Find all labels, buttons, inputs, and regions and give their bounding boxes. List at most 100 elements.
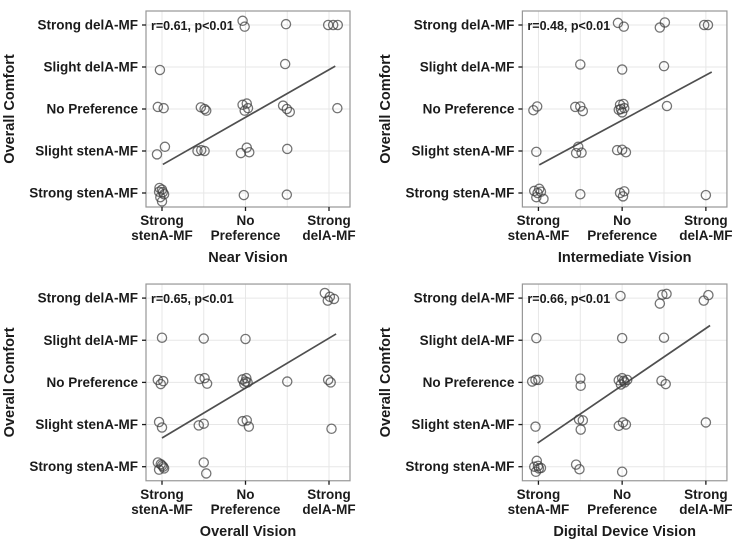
data-point	[198, 333, 209, 344]
y-tick-label: Strong delA-MF	[414, 291, 515, 306]
x-tick-label: stenA-MF	[131, 228, 193, 243]
trend-line	[538, 71, 713, 166]
x-tick-label: delA-MF	[302, 228, 355, 243]
data-point	[616, 107, 628, 118]
data-point	[281, 376, 293, 387]
scatter-plot-overall-vision: Strong delA-MF Slight delA-MF No Preferenc…	[0, 273, 376, 547]
data-point	[241, 98, 253, 109]
data-point	[154, 64, 166, 76]
data-point	[240, 333, 251, 345]
x-tick-label: Preference	[211, 502, 281, 517]
x-tick-label: Preference	[587, 502, 657, 517]
data-point	[618, 21, 630, 32]
data-point	[281, 189, 293, 200]
data-point	[277, 100, 289, 111]
x-tick-label: No	[237, 487, 255, 502]
y-tick-label: Strong stenA-MF	[405, 186, 514, 201]
y-tick-label: Strong stenA-MF	[29, 459, 138, 474]
data-point	[661, 100, 673, 112]
data-point	[201, 105, 212, 116]
data-point	[198, 418, 209, 429]
data-point	[237, 415, 248, 427]
scatter-plot-near-vision: Strong delA-MF Slight delA-MF No Preferenc…	[0, 0, 376, 273]
x-tick-label: Strong	[307, 213, 351, 228]
x-tick-label: Strong	[684, 487, 728, 502]
scatter-panel-digital-device-vision: Strong delA-MF Slight delA-MF No Preferenc…	[376, 273, 753, 547]
correlation-annotation: r=0.66, p<0.01	[527, 292, 610, 306]
panel-background	[0, 0, 376, 273]
y-tick-label: No Preference	[423, 375, 515, 390]
x-tick-label: delA-MF	[679, 228, 732, 243]
data-point	[698, 19, 710, 31]
x-tick-label: stenA-MF	[508, 502, 570, 517]
data-point	[199, 372, 210, 384]
x-tick-label: No	[613, 487, 631, 502]
x-tick-label: delA-MF	[302, 502, 355, 517]
scatter-plot-digital-device-vision: Strong delA-MF Slight delA-MF No Preferenc…	[376, 273, 753, 547]
data-point	[658, 332, 670, 343]
x-tick-label: Strong	[140, 213, 184, 228]
plot-border	[521, 283, 728, 482]
data-point	[572, 141, 584, 153]
data-point	[570, 147, 582, 159]
data-point	[332, 19, 344, 31]
data-point	[659, 17, 671, 28]
data-point	[328, 293, 340, 305]
y-tick-label: Slight delA-MF	[44, 333, 138, 348]
x-tick-label: stenA-MF	[508, 228, 570, 243]
data-point	[154, 182, 165, 194]
data-point	[702, 19, 714, 31]
data-point	[151, 149, 163, 160]
data-point	[534, 183, 545, 195]
x-tick-label: delA-MF	[679, 502, 732, 517]
data-point	[531, 146, 542, 158]
data-point	[575, 373, 586, 384]
data-point	[153, 186, 165, 197]
data-point	[199, 103, 210, 115]
y-tick-label: Slight delA-MF	[44, 60, 139, 75]
data-point	[528, 461, 540, 472]
y-tick-label: Strong delA-MF	[38, 18, 139, 33]
data-point	[620, 419, 632, 430]
data-point	[158, 102, 169, 114]
trend-line	[161, 333, 337, 439]
data-point	[576, 147, 587, 158]
data-point	[617, 191, 629, 202]
plot-border	[521, 10, 728, 208]
y-tick-label: Slight delA-MF	[420, 333, 515, 348]
x-tick-label: Strong	[307, 487, 350, 502]
data-point	[621, 374, 633, 386]
x-axis-title: Intermediate Vision	[558, 250, 692, 266]
x-axis-title: Overall Vision	[200, 524, 296, 540]
data-point	[158, 463, 170, 474]
panel-background	[376, 0, 753, 273]
data-point	[575, 380, 586, 392]
data-point	[237, 15, 248, 27]
y-tick-label: Slight stenA-MF	[411, 144, 514, 159]
data-point	[198, 457, 209, 468]
data-point	[533, 463, 545, 474]
y-tick-label: Strong delA-MF	[414, 18, 515, 33]
data-point	[159, 141, 171, 153]
x-tick-label: Preference	[211, 228, 281, 243]
x-axis-title: Digital Device Vision	[553, 524, 696, 540]
x-axis-title: Near Vision	[208, 250, 288, 266]
data-point	[156, 332, 168, 343]
data-point	[660, 378, 671, 390]
data-point	[201, 378, 213, 389]
x-tick-label: Strong	[140, 487, 183, 502]
scatter-plot-intermediate-vision: Strong delA-MF Slight delA-MF No Preferenc…	[376, 0, 753, 273]
data-point	[239, 105, 250, 116]
data-point	[616, 64, 628, 75]
data-point	[533, 374, 544, 386]
data-point	[530, 374, 541, 386]
y-tick-label: No Preference	[423, 102, 515, 117]
data-point	[615, 290, 626, 302]
data-point	[530, 466, 542, 478]
scatter-panel-intermediate-vision: Strong delA-MF Slight delA-MF No Preferenc…	[376, 0, 753, 273]
data-point	[158, 375, 169, 387]
data-point	[194, 373, 205, 385]
data-point	[156, 460, 168, 471]
data-point	[156, 196, 168, 207]
